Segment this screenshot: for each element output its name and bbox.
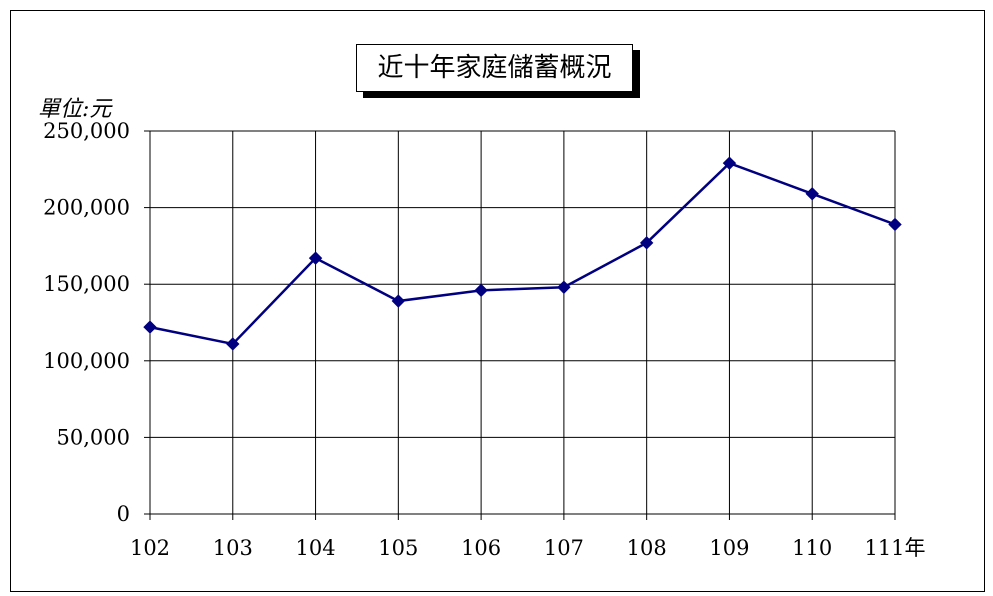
- y-axis-ticks: 0 50,000 100,000 150,000 200,000 250,000: [43, 119, 130, 526]
- data-point-marker: [722, 156, 737, 170]
- x-tick-label: 110: [792, 536, 832, 560]
- x-tick-label: 103: [213, 536, 253, 560]
- data-point-marker: [888, 217, 902, 232]
- series-line: [149, 161, 896, 346]
- data-point-marker: [391, 294, 406, 308]
- y-tick-label: 0: [117, 502, 130, 526]
- data-point-marker: [557, 280, 571, 294]
- data-point-marker: [143, 320, 157, 334]
- x-tick-label: 106: [461, 536, 501, 560]
- x-tick-label: 105: [378, 536, 418, 560]
- y-tick-label: 100,000: [43, 349, 130, 373]
- x-tick-label: 102: [130, 536, 170, 560]
- x-axis-ticks: 102 103 104 105 106 107 108 109 110 111年: [130, 536, 926, 560]
- data-point-marker: [639, 236, 654, 250]
- x-tick-label: 109: [709, 536, 749, 560]
- x-tick-label: 104: [296, 536, 336, 560]
- data-point-marker: [226, 337, 240, 351]
- data-point-marker: [805, 187, 819, 201]
- x-tick-label: 108: [627, 536, 667, 560]
- y-tick-label: 250,000: [43, 119, 130, 143]
- x-tick-label: 107: [544, 536, 584, 560]
- series-group: [143, 156, 902, 351]
- chart-frame: [10, 10, 985, 592]
- x-tick-label: 111年: [864, 536, 925, 560]
- data-point-marker: [474, 283, 488, 298]
- y-tick-label: 50,000: [57, 425, 130, 449]
- unit-label: 單位:元: [38, 97, 112, 122]
- data-point-marker: [308, 251, 323, 265]
- y-tick-label: 150,000: [43, 272, 130, 296]
- chart-grid: [144, 130, 896, 520]
- chart-title: 近十年家庭儲蓄概況: [356, 44, 633, 92]
- y-tick-label: 200,000: [43, 196, 130, 220]
